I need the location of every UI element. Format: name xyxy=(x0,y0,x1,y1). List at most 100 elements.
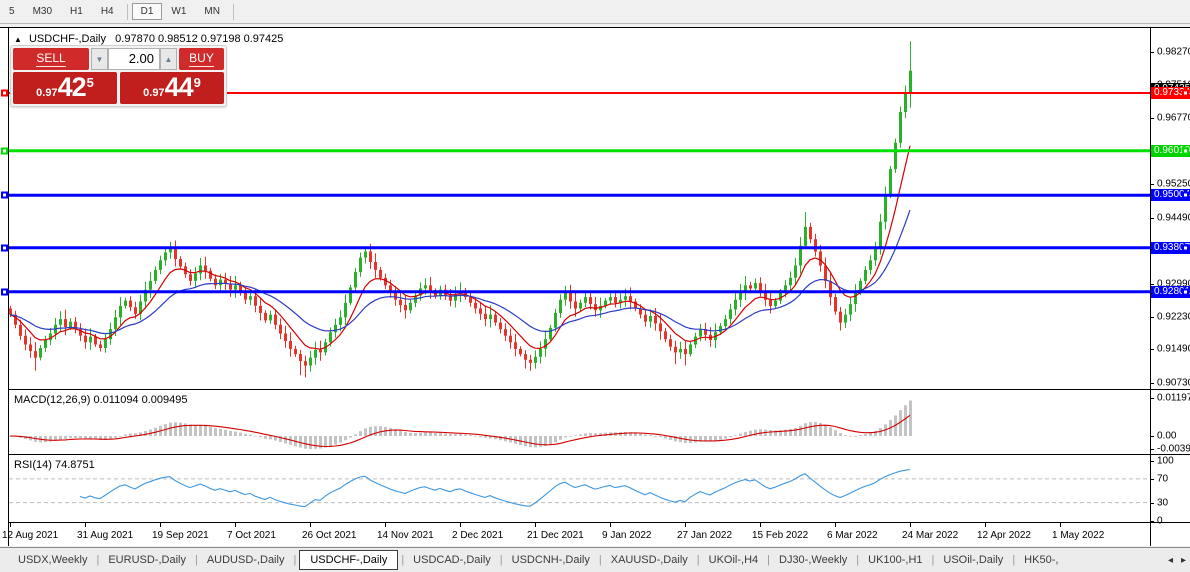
volume-input[interactable]: 2.00 xyxy=(108,48,160,70)
tab-separator: | xyxy=(293,554,297,566)
date-axis-label: 7 Oct 2021 xyxy=(227,530,276,541)
rsi-tick xyxy=(1150,461,1154,462)
tab-hk50[interactable]: HK50-, xyxy=(1024,554,1059,566)
level-badge-blue-1: 0.95004 xyxy=(1151,189,1190,201)
date-axis-label: 2 Dec 2021 xyxy=(452,530,504,541)
tab-separator: | xyxy=(499,554,503,566)
macd-label: MACD(12,26,9) 0.011094 0.009495 xyxy=(14,394,188,406)
date-axis-label: 27 Jan 2022 xyxy=(677,530,733,541)
tab-usdcaddaily[interactable]: USDCAD-,Daily xyxy=(413,554,491,566)
level-marker-right[interactable] xyxy=(1182,244,1189,252)
macd-tick xyxy=(1150,398,1154,399)
tab-separator: | xyxy=(856,554,860,566)
tab-scroll-left-icon[interactable]: ◂ xyxy=(1167,554,1173,566)
collapse-triangle-icon[interactable]: ▲ xyxy=(14,35,22,44)
date-axis-label: 26 Oct 2021 xyxy=(302,530,357,541)
level-marker-left[interactable] xyxy=(1,288,8,296)
timeframe-d1[interactable]: D1 xyxy=(131,3,163,20)
rsi-tick xyxy=(1150,503,1154,504)
tab-uk100h1[interactable]: UK100-,H1 xyxy=(868,554,923,566)
rsi-axis-label: 30 xyxy=(1157,497,1169,509)
rsi-tick xyxy=(1150,521,1154,522)
level-marker-right[interactable] xyxy=(1182,147,1189,155)
rsi-value: 74.8751 xyxy=(54,459,95,471)
tab-separator: | xyxy=(931,554,935,566)
price-axis-label: 0.98270 xyxy=(1157,46,1190,58)
date-axis-label: 1 May 2022 xyxy=(1052,530,1105,541)
sell-button[interactable]: SELL xyxy=(13,48,89,70)
macd-pane-separator[interactable] xyxy=(8,389,1190,390)
date-axis-label: 12 Aug 2021 xyxy=(2,530,59,541)
tab-separator: | xyxy=(194,554,198,566)
volume-increase-button[interactable]: ▲ xyxy=(160,48,177,70)
tab-audusddaily[interactable]: AUDUSD-,Daily xyxy=(206,554,285,566)
date-tick xyxy=(160,523,161,527)
macd-values: 0.011094 0.009495 xyxy=(93,394,188,406)
timeframe-5[interactable]: 5 xyxy=(9,6,15,17)
tab-usdxweekly[interactable]: USDX,Weekly xyxy=(18,554,88,566)
price-axis-label: 0.96770 xyxy=(1157,112,1190,124)
bid-price-box[interactable]: 0.97 42 5 xyxy=(13,72,117,104)
date-tick xyxy=(535,523,536,527)
price-tick xyxy=(1150,383,1154,384)
level-badge-blue-2: 0.93807 xyxy=(1151,242,1190,254)
buy-button[interactable]: BUY xyxy=(179,48,224,70)
level-marker-left[interactable] xyxy=(1,89,8,97)
date-tick xyxy=(235,523,236,527)
timeframe-m30[interactable]: M30 xyxy=(32,6,53,17)
date-axis-label: 15 Feb 2022 xyxy=(752,530,809,541)
price-tick xyxy=(1150,349,1154,350)
price-axis-label: 0.92990 xyxy=(1157,278,1190,290)
price-tick xyxy=(1150,52,1154,53)
symbol-name: USDCHF-,Daily xyxy=(28,33,106,45)
timeframe-mn[interactable]: MN xyxy=(204,6,220,17)
timeframe-h4[interactable]: H4 xyxy=(100,6,114,17)
price-tick xyxy=(1150,118,1154,119)
tab-scroll-right-icon[interactable]: ▸ xyxy=(1180,554,1186,566)
date-tick xyxy=(610,523,611,527)
tab-ukoilh4[interactable]: UKOil-,H4 xyxy=(708,554,759,566)
timeframe-h1[interactable]: H1 xyxy=(70,6,83,17)
rsi-pane-separator[interactable] xyxy=(8,454,1190,455)
date-axis-label: 19 Sep 2021 xyxy=(152,530,209,541)
tab-dj30weekly[interactable]: DJ30-,Weekly xyxy=(779,554,848,566)
chart-title: ▲ USDCHF-,Daily 0.97870 0.98512 0.97198 … xyxy=(14,33,283,45)
level-marker-left[interactable] xyxy=(1,147,8,155)
level-marker-right[interactable] xyxy=(1182,89,1189,97)
level-badge-blue-3: 0.92801 xyxy=(1151,286,1190,298)
price-axis-border xyxy=(1150,27,1151,546)
level-marker-right[interactable] xyxy=(1182,288,1189,296)
date-tick xyxy=(910,523,911,527)
price-tick xyxy=(1150,218,1154,219)
macd-tick xyxy=(1150,436,1154,437)
price-tick xyxy=(1150,317,1154,318)
level-marker-left[interactable] xyxy=(1,191,8,199)
tab-xauusddaily[interactable]: XAUUSD-,Daily xyxy=(610,554,688,566)
macd-tick xyxy=(1150,449,1154,450)
date-axis-label: 21 Dec 2021 xyxy=(527,530,584,541)
tab-usdcnhdaily[interactable]: USDCNH-,Daily xyxy=(511,554,590,566)
tab-usoildaily[interactable]: USOil-,Daily xyxy=(943,554,1004,566)
tab-separator: | xyxy=(767,554,770,566)
price-axis-label: 0.95250 xyxy=(1157,178,1190,190)
one-click-trade-panel: SELL ▼ 2.00 ▲ BUY 0.97 42 5 0.97 44 9 xyxy=(10,45,227,107)
timeframe-w1[interactable]: W1 xyxy=(171,6,187,17)
window-top-border xyxy=(0,27,1190,28)
tab-eurusddaily[interactable]: EURUSD-,Daily xyxy=(108,554,186,566)
macd-axis-label: 0.00 xyxy=(1157,430,1177,442)
date-axis-label: 14 Nov 2021 xyxy=(377,530,434,541)
tab-scroll-arrows: ◂ ▸ xyxy=(1168,555,1186,566)
date-tick xyxy=(1060,523,1061,527)
toolbar-separator xyxy=(232,3,234,20)
volume-decrease-button[interactable]: ▼ xyxy=(91,48,108,70)
level-marker-left[interactable] xyxy=(1,244,8,252)
level-marker-right[interactable] xyxy=(1182,191,1189,199)
macd-axis-label: 0.011979 xyxy=(1157,392,1190,404)
toolbar-separator xyxy=(126,3,128,20)
date-tick xyxy=(985,523,986,527)
tab-usdchfdaily[interactable]: USDCHF-,Daily xyxy=(299,550,399,570)
date-tick xyxy=(310,523,311,527)
ask-price-box[interactable]: 0.97 44 9 xyxy=(120,72,224,104)
date-axis-label: 31 Aug 2021 xyxy=(77,530,134,541)
tab-separator: | xyxy=(401,554,405,566)
